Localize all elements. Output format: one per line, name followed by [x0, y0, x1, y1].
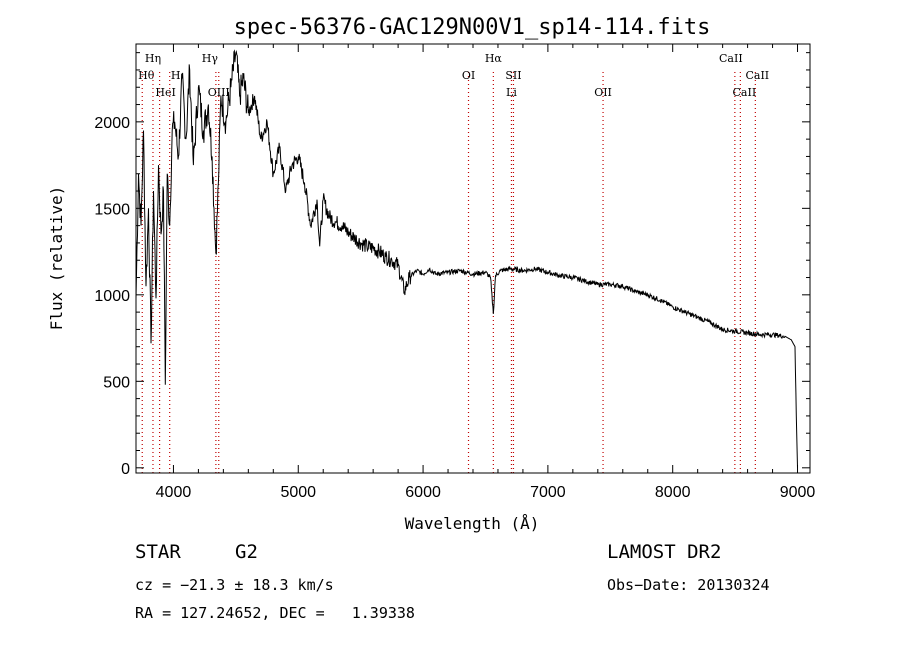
ra-dec: RA = 127.24652, DEC = 1.39338: [135, 604, 415, 622]
x-tick-label: 7000: [530, 484, 566, 501]
x-tick-label: 8000: [655, 484, 691, 501]
line-label: H: [171, 69, 181, 82]
y-tick-label: 1000: [94, 288, 130, 305]
y-tick-label: 2000: [94, 115, 130, 132]
redshift-cz: cz = −21.3 ± 18.3 km/s: [135, 576, 334, 594]
y-tick-label: 500: [103, 374, 130, 391]
x-axis-label: Wavelength (Å): [405, 514, 540, 533]
line-label: OII: [594, 86, 612, 99]
chart-title: spec-56376-GAC129N00V1_sp14-114.fits: [234, 15, 711, 40]
line-label: CaII: [745, 69, 769, 82]
line-label: SII: [505, 69, 521, 82]
line-label: CaII: [719, 52, 743, 65]
x-tick-label: 5000: [280, 484, 316, 501]
star-subclass: G2: [235, 541, 258, 563]
star-type: STAR: [135, 541, 181, 563]
line-label: Hα: [485, 52, 503, 65]
x-tick-label: 6000: [405, 484, 441, 501]
x-tick-label: 4000: [156, 484, 192, 501]
line-label: Hγ: [202, 52, 219, 65]
line-label: HeI: [155, 86, 175, 99]
spectrum-line: [135, 49, 798, 468]
survey-name: LAMOST DR2: [607, 541, 722, 563]
line-label: CaII: [733, 86, 757, 99]
line-label: Li: [506, 86, 517, 99]
y-axis-label: Flux (relative): [47, 186, 66, 331]
line-label: Hη: [145, 52, 161, 65]
line-label: OI: [462, 69, 475, 82]
y-tick-label: 0: [121, 461, 130, 478]
plot-frame: [135, 43, 811, 474]
x-tick-label: 9000: [780, 484, 816, 501]
line-label: Hθ: [138, 69, 155, 82]
axis-ticks: 4000 5000 6000 7000 8000 9000 0 500 1000 1500 2000: [94, 44, 815, 501]
line-label: OIII: [208, 86, 230, 99]
y-tick-label: 1500: [94, 201, 130, 218]
obs-date: Obs−Date: 20130324: [607, 576, 770, 594]
